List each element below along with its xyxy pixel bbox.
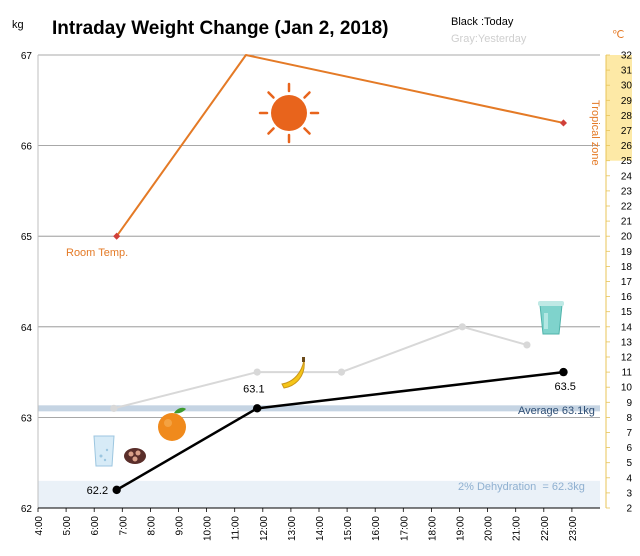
right-tick-label: 2 [626, 504, 632, 515]
orange-icon [158, 407, 186, 441]
today-point-label: 63.5 [554, 381, 575, 393]
series-line-yesterday [113, 325, 528, 410]
legend-yesterday: Gray:Yesterday [451, 33, 527, 45]
series-line-room-temp- [115, 54, 564, 237]
x-tick-label: 11:00 [231, 516, 242, 541]
average-label: Average 63.1kg [518, 405, 595, 417]
yesterday-point [253, 368, 261, 376]
x-tick-label: 9:00 [175, 516, 186, 536]
right-tick-label: 29 [621, 96, 633, 107]
right-tick-label: 32 [621, 51, 633, 62]
dehydration-label: 2% Dehydration = 62.3kg [458, 481, 585, 493]
temperature-point [559, 119, 568, 127]
gridlines [38, 54, 600, 418]
right-tick-label: 22 [621, 202, 633, 213]
today-point [252, 404, 262, 413]
yesterday-point [523, 341, 531, 349]
series-layer [110, 54, 568, 495]
room-temp-label: Room Temp. [66, 247, 128, 259]
x-tick-label: 19:00 [456, 516, 467, 541]
x-tick-label: 10:00 [203, 516, 214, 541]
right-tick-label: 8 [626, 413, 632, 424]
sun-icon [258, 82, 320, 144]
x-tick-label: 13:00 [287, 516, 298, 541]
right-tick-label: 20 [621, 232, 633, 243]
right-tick-label: 26 [621, 141, 633, 152]
right-tick-label: 17 [621, 277, 633, 288]
right-tick-label: 16 [621, 292, 633, 303]
right-tick-label: 3 [626, 488, 632, 499]
x-tick-label: 22:00 [540, 516, 551, 541]
temperature-point [113, 232, 121, 240]
x-tick-label: 17:00 [399, 516, 410, 541]
left-tick-label: 66 [21, 142, 33, 153]
tropical-zone-label: Tropical zone [589, 100, 601, 166]
left-tick-label: 64 [21, 323, 33, 334]
right-tick-label: 14 [621, 322, 633, 333]
right-tick-label: 12 [621, 353, 633, 364]
right-tick-label: 6 [626, 443, 632, 454]
yesterday-point [110, 404, 118, 412]
x-tick-label: 21:00 [512, 516, 523, 541]
x-tick-label: 5:00 [62, 516, 73, 536]
today-point-label: 62.2 [87, 485, 108, 497]
banana-icon [281, 357, 305, 389]
right-tick-label: 13 [621, 337, 633, 348]
right-tick-label: 23 [621, 186, 633, 197]
right-axis-unit: ℃ [612, 29, 624, 41]
x-tick-label: 6:00 [90, 516, 101, 536]
right-tick-label: 25 [621, 156, 633, 167]
left-tick-label: 62 [21, 504, 33, 515]
x-tick-label: 23:00 [568, 516, 579, 541]
cup-icon [538, 301, 564, 335]
right-tick-label: 15 [621, 307, 633, 318]
right-tick-label: 31 [621, 66, 633, 77]
right-tick-label: 19 [621, 247, 633, 258]
left-tick-label: 65 [21, 232, 33, 243]
x-tick-label: 18:00 [427, 516, 438, 541]
x-tick-label: 16:00 [371, 516, 382, 541]
dehydration-band [38, 480, 600, 508]
x-tick-label: 15:00 [343, 516, 354, 541]
x-tick-label: 12:00 [259, 516, 270, 541]
left-tick-label: 63 [21, 413, 33, 424]
x-tick-label: 8:00 [146, 516, 157, 536]
right-tick-label: 30 [621, 81, 633, 92]
tropical-zone-band [606, 55, 632, 161]
today-point-label: 63.1 [243, 383, 264, 395]
today-point [112, 485, 121, 495]
left-tick-label: 67 [21, 51, 33, 62]
left-axis-ticks: 62 63 64 65 66 67 [21, 51, 33, 515]
x-tick-label: 14:00 [315, 516, 326, 541]
chart-title: Intraday Weight Change (Jan 2, 2018) [52, 18, 388, 39]
right-tick-label: 9 [626, 398, 632, 409]
right-tick-label: 24 [621, 171, 633, 182]
right-tick-label: 11 [622, 368, 633, 379]
x-tick-label: 7:00 [118, 516, 129, 536]
right-tick-label: 5 [626, 458, 632, 469]
right-tick-label: 27 [621, 126, 633, 137]
x-axis-ticks: 4:00 5:00 6:00 7:00 8:00 9:00 10:00 11:00 12:00 1… [34, 508, 579, 541]
right-axis-ticks: 2345678910111213141516171819202122232425… [606, 51, 632, 515]
average-band [38, 405, 600, 412]
point-labels: 62.2 63.1 63.5 [87, 381, 576, 497]
water-glass-icon [93, 435, 115, 467]
x-tick-label: 20:00 [484, 516, 495, 541]
left-axis-unit: kg [12, 19, 24, 31]
today-point [559, 367, 568, 377]
right-tick-label: 21 [621, 217, 633, 228]
legend-today: Black :Today [451, 16, 514, 28]
x-tick-label: 4:00 [34, 516, 45, 536]
right-tick-label: 10 [621, 383, 633, 394]
right-tick-label: 7 [626, 428, 632, 439]
right-tick-label: 4 [626, 473, 632, 484]
yesterday-point [458, 323, 466, 331]
yesterday-point [337, 368, 346, 376]
right-tick-label: 28 [621, 111, 633, 122]
pills-icon [124, 448, 146, 464]
right-tick-label: 18 [621, 262, 633, 273]
